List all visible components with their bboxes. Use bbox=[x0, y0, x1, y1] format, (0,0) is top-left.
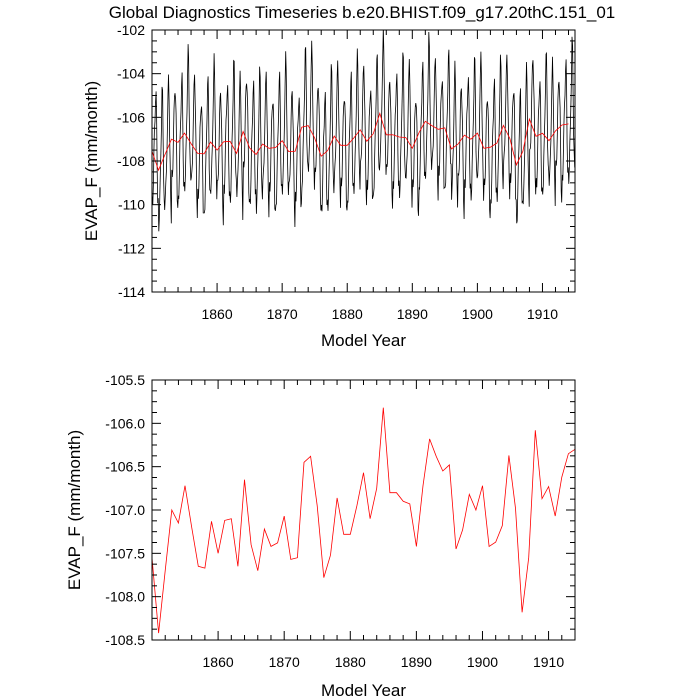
x-tick-label: 1870 bbox=[269, 654, 300, 670]
y-tick-label: -112 bbox=[118, 240, 145, 256]
x-tick-label: 1890 bbox=[397, 306, 428, 322]
y-tick-label: -108 bbox=[117, 153, 145, 169]
x-tick-label: 1880 bbox=[332, 306, 363, 322]
bottom-panel: 1860 1870 1880 1890 1900 1910 -108.5 -108.0 -107… bbox=[65, 372, 576, 700]
y-tick-label: -108.0 bbox=[105, 589, 145, 605]
x-axis-title: Model Year bbox=[321, 331, 406, 350]
y-tick-label: -110 bbox=[118, 197, 145, 213]
y-tick-label: -106.5 bbox=[105, 459, 145, 475]
series-line-monthly bbox=[152, 30, 575, 232]
top-panel: 1860 1870 1880 1890 1900 1910 -114 -112 -110 -108… bbox=[82, 22, 576, 350]
x-tick-label: 1900 bbox=[462, 306, 493, 322]
y-axis-title: EVAP_F (mm/month) bbox=[65, 430, 84, 590]
y-tick-label: -107.5 bbox=[105, 545, 145, 561]
series-line-annual bbox=[152, 407, 575, 634]
y-tick-label: -108.5 bbox=[105, 632, 145, 648]
plot-frame bbox=[151, 379, 576, 641]
x-tick-label: 1860 bbox=[201, 306, 232, 322]
x-tick-label: 1880 bbox=[335, 654, 366, 670]
y-tick-label: -102 bbox=[117, 22, 145, 38]
x-tick-label: 1870 bbox=[267, 306, 298, 322]
x-tick-label: 1860 bbox=[203, 654, 234, 670]
y-tick-label: -107.0 bbox=[105, 502, 145, 518]
y-tick-label: -106.0 bbox=[105, 415, 145, 431]
y-tick-label: -104 bbox=[117, 66, 145, 82]
y-tick-label: -106 bbox=[117, 109, 145, 125]
x-tick-label: 1890 bbox=[401, 654, 432, 670]
x-tick-label: 1910 bbox=[533, 654, 564, 670]
y-tick-label: -114 bbox=[118, 284, 145, 300]
y-tick-label: -105.5 bbox=[105, 372, 145, 388]
x-axis-title: Model Year bbox=[321, 681, 406, 700]
figure-title: Global Diagnostics Timeseries b.e20.BHIS… bbox=[109, 3, 616, 22]
y-axis-title: EVAP_F (mm/month) bbox=[82, 81, 101, 241]
x-tick-label: 1900 bbox=[467, 654, 498, 670]
series-line-annual bbox=[152, 112, 569, 172]
x-tick-label: 1910 bbox=[527, 306, 558, 322]
